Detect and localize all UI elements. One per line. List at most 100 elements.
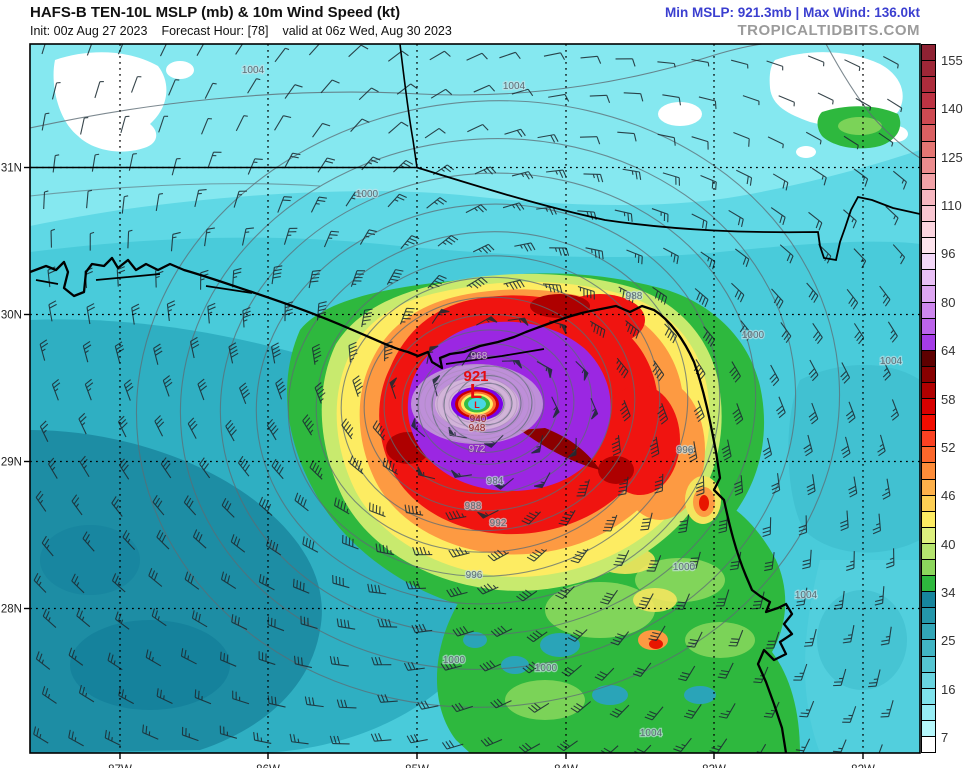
colorbar-segment (922, 205, 935, 223)
colorbar-segment (922, 592, 935, 609)
lat-label: 28N (1, 604, 22, 616)
colorbar-segment (922, 720, 935, 738)
coastline (30, 44, 920, 753)
colorbar-tick-label: 34 (941, 584, 956, 600)
isobar-label: 1000 (443, 655, 466, 666)
colorbar-segment (922, 495, 935, 512)
map-frame (29, 43, 921, 754)
colorbar-segment (922, 382, 935, 400)
isobar-label: 996 (677, 445, 694, 456)
mslp-isobars (30, 44, 920, 708)
colorbar-segment (922, 463, 935, 480)
colorbar-segment (922, 704, 935, 721)
colorbar-segment (922, 511, 935, 528)
colorbar-segment (922, 479, 935, 496)
lon-label: 84W (554, 764, 578, 768)
colorbar-segment (922, 189, 935, 206)
colorbar-tick-label: 110 (941, 198, 962, 214)
min-pressure-label: 921 (463, 368, 488, 385)
isobar-label: 996 (466, 570, 483, 581)
lon-label: 87W (108, 764, 132, 768)
tropicaltidbits-watermark: TROPICALTIDBITS.COM (737, 22, 920, 39)
isobar-label: 984 (487, 476, 504, 487)
colorbar-segment (922, 141, 935, 158)
colorbar-segment (922, 334, 935, 351)
colorbar-segment (922, 431, 935, 448)
isobar-label: 968 (471, 351, 488, 362)
forecast-hour: Forecast Hour: [78] (161, 24, 269, 38)
colorbar-segment (922, 366, 935, 383)
isobar-label: 1000 (356, 189, 379, 200)
lon-label: 83W (702, 764, 726, 768)
colorbar-segment (922, 527, 935, 544)
isobar-label: 1000 (742, 330, 765, 341)
low-center-symbol: L (470, 381, 482, 403)
map-axes: 87W 86W 85W 84W 83W 82W 31N 30N 29N 28N (1, 163, 875, 768)
colorbar-tick-label: 40 (941, 536, 956, 552)
colorbar-segment (922, 125, 935, 142)
colorbar-segment (922, 93, 935, 110)
colorbar-tick-label: 155 (941, 53, 963, 69)
colorbar-segment (922, 447, 935, 464)
colorbar-tick-label: 64 (941, 343, 956, 359)
lat-label: 30N (1, 310, 22, 322)
colorbar-tick-label: 96 (941, 246, 956, 262)
colorbar-segment (922, 656, 935, 673)
isobar-label: 940 (470, 414, 487, 425)
lon-label: 86W (256, 764, 280, 768)
isobar-label: 1004 (640, 728, 663, 739)
isobar-label: 992 (490, 518, 507, 529)
colorbar-tick-label: 46 (941, 488, 956, 504)
isobar-label: 1000 (535, 663, 558, 674)
init-forecast-line: Init: 00z Aug 27 2023 Forecast Hour: [78]… (30, 24, 466, 38)
colorbar-tick-label: 16 (941, 681, 956, 697)
colorbar-segment (922, 576, 935, 593)
wind-speed-colorbar (921, 44, 936, 753)
page-title: HAFS-B TEN-10L MSLP (mb) & 10m Wind Spee… (30, 4, 401, 21)
min-mslp-max-wind: Min MSLP: 921.3mb | Max Wind: 136.0kt (665, 5, 920, 20)
isobar-label: 1004 (880, 356, 903, 367)
state-border-fl-ga (416, 166, 920, 262)
isobar-label: 988 (626, 291, 643, 302)
lat-label: 31N (1, 163, 22, 175)
colorbar-tick-label: 52 (941, 439, 956, 455)
colorbar-segment (922, 640, 935, 657)
colorbar-segment (922, 270, 935, 287)
colorbar-tick-label: 7 (941, 729, 949, 745)
colorbar-segment (922, 286, 935, 303)
colorbar-segment (922, 399, 935, 416)
colorbar-segment (922, 61, 935, 78)
colorbar-segment (922, 737, 935, 753)
colorbar-segment (922, 415, 935, 432)
isobar-label: 1004 (503, 81, 526, 92)
colorbar-segment (922, 109, 935, 126)
contour-labels: 1004 1004 1000 1000 1004 988 996 984 988 992 996 10… (241, 64, 904, 741)
isobar-label: 972 (469, 444, 486, 455)
colorbar-segment (922, 302, 935, 319)
colorbar-segment (922, 624, 935, 641)
colorbar-segment (922, 222, 935, 239)
init-time: Init: 00z Aug 27 2023 (30, 24, 148, 38)
colorbar-segment (922, 157, 935, 174)
isobar-label: 988 (465, 501, 482, 512)
colorbar-tick-label: 80 (941, 294, 956, 310)
colorbar-segment (922, 254, 935, 271)
colorbar-segment (922, 77, 935, 94)
latlon-grid (30, 44, 920, 753)
isobar-label: 1004 (795, 590, 818, 601)
eye-low-symbol: L (474, 400, 480, 410)
lon-label: 82W (851, 764, 875, 768)
isobar-label: 1004 (242, 65, 265, 76)
colorbar-segment (922, 173, 935, 190)
colorbar-tick-label: 140 (941, 101, 963, 117)
colorbar-tick-label: 25 (941, 633, 956, 649)
colorbar-segment (922, 560, 935, 577)
colorbar-tick-label: 58 (941, 391, 956, 407)
colorbar-tick-label: 125 (941, 149, 963, 165)
colorbar-segment (922, 45, 935, 62)
colorbar-segment (922, 543, 935, 560)
colorbar-segment (922, 350, 935, 367)
